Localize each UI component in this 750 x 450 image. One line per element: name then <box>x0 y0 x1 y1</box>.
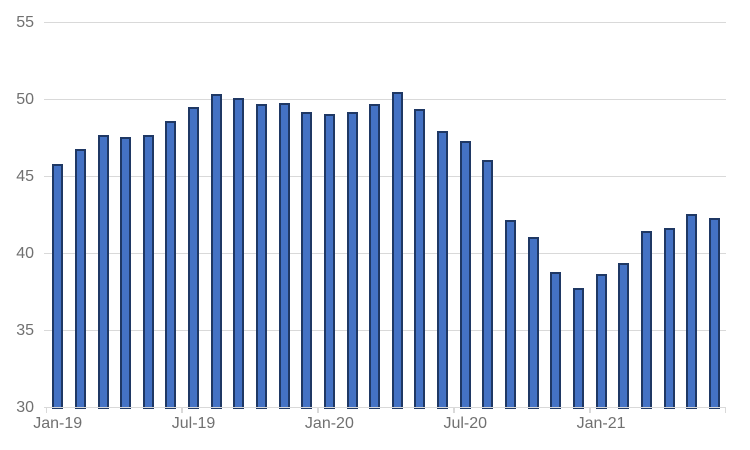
x-axis-label-jan-19: Jan-19 <box>33 414 83 432</box>
x-axis-tick <box>589 407 591 413</box>
gridline-35 <box>44 329 726 332</box>
y-axis-label-50: 50 <box>16 90 34 108</box>
gridline-40 <box>44 252 726 255</box>
x-axis-tick <box>45 407 48 413</box>
gridline-55 <box>44 21 726 24</box>
x-axis-label-jan-21: Jan-21 <box>576 414 626 432</box>
y-axis-label-45: 45 <box>16 167 34 185</box>
y-axis-label-35: 35 <box>16 321 34 339</box>
x-axis-tick <box>453 407 455 413</box>
gridline-50 <box>44 98 726 101</box>
y-axis-label-55: 55 <box>16 13 34 31</box>
x-axis-line <box>44 406 726 409</box>
y-axis-label-40: 40 <box>16 244 34 262</box>
x-axis-tick <box>181 407 183 413</box>
gridline-45 <box>44 175 726 178</box>
y-axis-label-30: 30 <box>16 398 34 416</box>
x-axis-label-jul-19: Jul-19 <box>171 414 216 432</box>
x-axis-label-jan-20: Jan-20 <box>304 414 354 432</box>
x-axis-label-jul-20: Jul-20 <box>443 414 488 432</box>
x-axis-tick <box>724 407 727 413</box>
x-axis-tick <box>317 407 319 413</box>
